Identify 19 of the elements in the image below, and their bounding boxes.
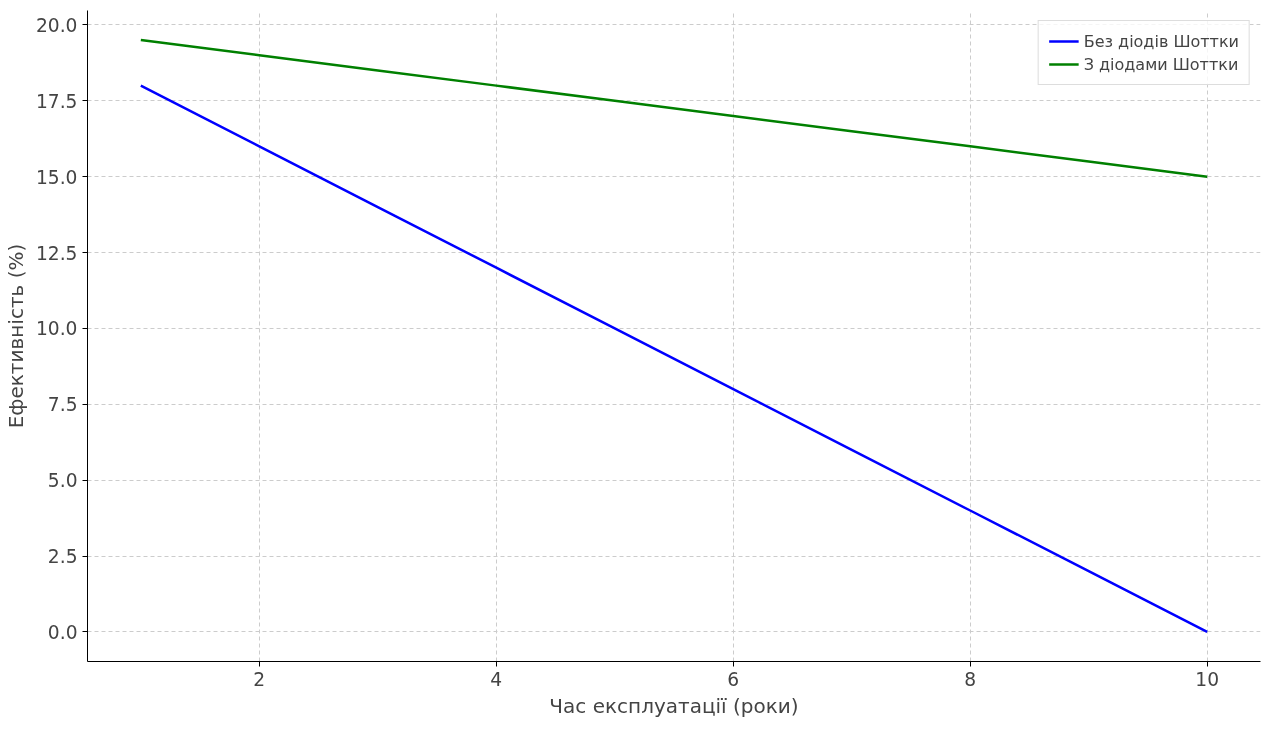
y-tick-label: 12.5 — [35, 242, 78, 264]
y-tick-label: 2.5 — [47, 546, 78, 568]
y-tick-label: 20.0 — [35, 14, 78, 36]
x-tick-label: 10 — [1195, 668, 1220, 690]
y-tick-label: 10.0 — [35, 318, 78, 340]
x-tick-label: 6 — [727, 668, 740, 690]
y-tick-label: 7.5 — [47, 394, 78, 416]
y-tick-label: 0.0 — [47, 621, 78, 643]
y-axis-title: Ефективність (%) — [3, 243, 28, 429]
y-tick-label: 17.5 — [35, 90, 78, 112]
legend-label: З діодами Шоттки — [1083, 54, 1239, 74]
y-tick-label: 5.0 — [47, 470, 78, 492]
legend-label: Без діодів Шоттки — [1083, 31, 1239, 51]
y-tick-label: 15.0 — [35, 166, 78, 188]
x-axis-title: Час експлуатації (роки) — [549, 693, 799, 718]
x-tick-label: 2 — [253, 668, 266, 690]
x-tick-label: 8 — [964, 668, 977, 690]
line-series — [139, 84, 1209, 634]
x-tick-label: 4 — [490, 668, 503, 690]
